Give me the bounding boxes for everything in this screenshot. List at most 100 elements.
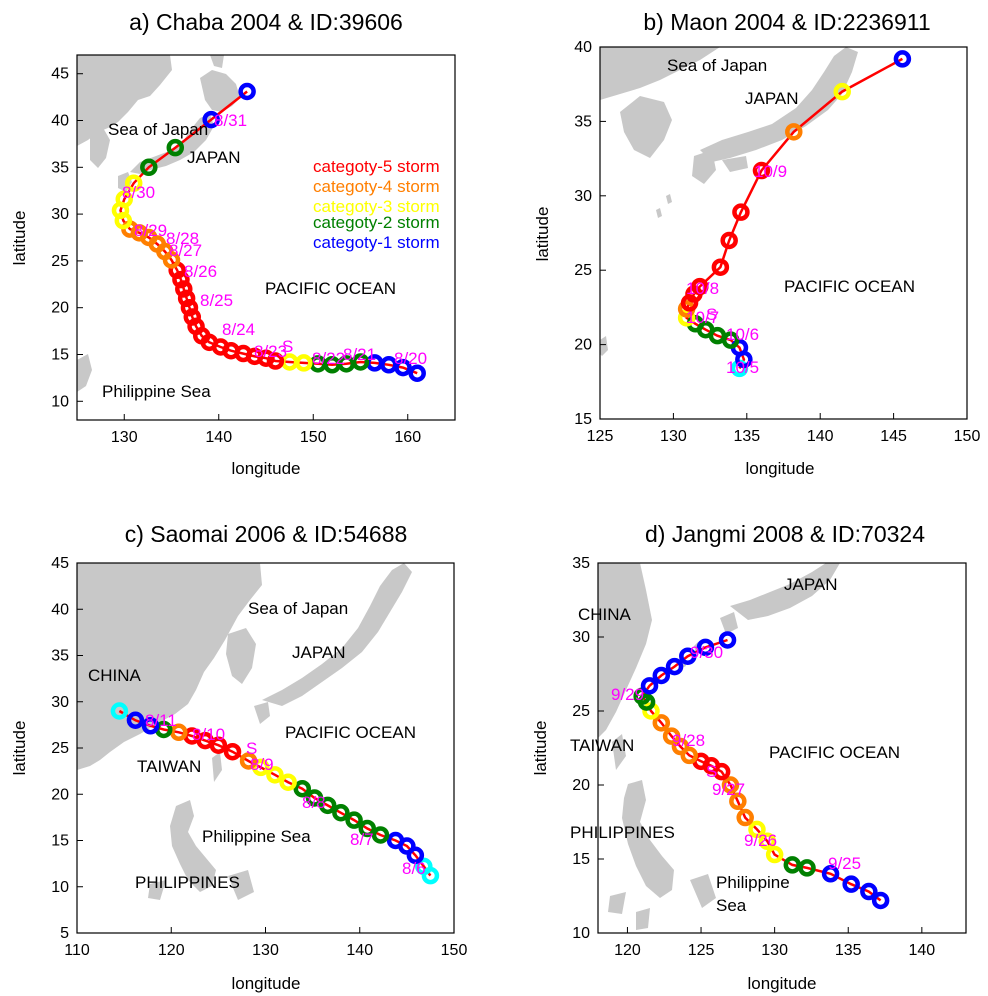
track-point [785, 123, 803, 141]
label-philippines-d: PHILIPPINES [570, 823, 675, 842]
panel-b-axes-frame [599, 46, 968, 420]
panel-d-axes-frame [597, 562, 967, 934]
y-tick-label: 40 [51, 601, 69, 618]
date-label: 8/20 [394, 349, 427, 368]
panel-d: d) Jangmi 2008 & ID:70324 120 125 130 135 14… [531, 521, 967, 993]
land-asia-mainland [77, 55, 172, 146]
track-point [305, 789, 324, 807]
panel-c-track [110, 702, 440, 885]
date-label: 9/27 [712, 780, 745, 799]
panel-a: a) Chaba 2004 & ID:39606 130 140 150 160101… [10, 9, 456, 478]
date-label: 9/28 [672, 731, 705, 750]
track-point [266, 352, 285, 370]
y-tick-label: 35 [51, 159, 69, 176]
x-tick-label: 140 [205, 429, 232, 446]
land-shikoku-b [722, 156, 748, 172]
y-tick-label: 30 [51, 694, 69, 711]
y-tick-label: 15 [51, 833, 69, 850]
date-label: 10/8 [686, 279, 719, 298]
track-point [696, 638, 715, 657]
track-point [680, 746, 699, 765]
label-pacific-ocean-b: PACIFIC OCEAN [784, 277, 915, 296]
date-label: 8/23 [254, 342, 287, 361]
land-kyushu-c [254, 702, 270, 724]
y-tick-label: 25 [574, 262, 592, 279]
panel-b-xlabel: longitude [745, 459, 814, 478]
y-tick-label: 10 [572, 925, 590, 942]
x-tick-label: 140 [807, 428, 834, 445]
legend-item-cat5: categoty-5 storm [313, 157, 440, 176]
track-point [386, 831, 405, 850]
track-point [124, 174, 143, 192]
y-tick-label: 5 [60, 925, 69, 942]
panel-a-axes-frame [76, 54, 456, 421]
y-tick-label: 25 [51, 740, 69, 757]
date-label: 8/25 [200, 291, 233, 310]
date-label: 8/30 [122, 183, 155, 202]
land-philippines-c [148, 800, 254, 900]
track-point [893, 50, 912, 68]
track-point [415, 857, 433, 876]
label-china-c: CHINA [88, 666, 142, 685]
track-point [652, 666, 671, 685]
panel-b-title: b) Maon 2004 & ID:2236911 [643, 9, 930, 35]
panel-b-land [600, 47, 858, 356]
label-japan-b: JAPAN [745, 89, 799, 108]
panel-a-xlabel: longitude [231, 459, 300, 478]
panel-d-land [598, 563, 840, 930]
track-point [721, 776, 740, 794]
date-label: 10/9 [754, 162, 787, 181]
land-asia-mainland-d [598, 563, 652, 738]
panel-a-track [111, 82, 426, 382]
panel-c-title: c) Saomai 2006 & ID:54688 [125, 521, 408, 547]
x-tick-label: 130 [660, 428, 687, 445]
date-label: 8/26 [184, 262, 217, 281]
track-point [691, 277, 709, 296]
x-tick-label: 150 [954, 428, 981, 445]
track-point [783, 856, 802, 874]
x-tick-label: 135 [835, 942, 862, 959]
panel-c-ticks: 110 120 130 140 150 5 10 15 20 25 30 35 40 45 [51, 555, 467, 959]
label-sea-of-japan-c: Sea of Japan [248, 599, 348, 618]
x-tick-label: 110 [64, 942, 90, 959]
track-point [223, 742, 242, 761]
track-point [126, 711, 145, 729]
panel-d-ylabel: latitude [531, 721, 550, 776]
x-tick-label: 125 [587, 428, 614, 445]
track-point [842, 875, 860, 893]
track-point [318, 796, 337, 815]
track-point [141, 717, 160, 735]
track-point [729, 792, 747, 811]
x-tick-label: 135 [733, 428, 760, 445]
land-hokkaido [200, 70, 240, 112]
panel-b-ticks: 125 130 135 140 145 150 15 20 25 30 35 40 [574, 39, 980, 445]
land-korea-c [226, 628, 256, 684]
track-point [765, 845, 784, 864]
date-label: 8/6 [402, 859, 426, 878]
x-tick-label: 125 [688, 942, 715, 959]
y-tick-label: 15 [574, 411, 592, 428]
track-point [833, 82, 851, 101]
date-label: 10/5 [726, 358, 759, 377]
date-label: 8/7 [350, 830, 374, 849]
label-philippines-c: PHILIPPINES [135, 873, 240, 892]
land-japan-c [262, 563, 412, 706]
label-pacific-ocean-d: PACIFIC OCEAN [769, 743, 900, 762]
panel-d-track [633, 631, 890, 910]
x-tick-label: 145 [880, 428, 907, 445]
y-tick-label: 10 [51, 879, 69, 896]
track-point [408, 364, 426, 382]
land-taiwan-b [600, 336, 608, 356]
panel-c-xlabel: longitude [231, 974, 300, 993]
x-tick-label: 130 [761, 942, 788, 959]
track-point [752, 161, 771, 180]
y-tick-label: 30 [574, 188, 592, 205]
label-taiwan-d: TAIWAN [570, 736, 634, 755]
date-label: 8/29 [134, 221, 167, 240]
land-philippines-d [608, 780, 716, 930]
date-label: 8/9 [250, 755, 274, 774]
x-tick-label: 140 [346, 942, 373, 959]
panel-d-title: d) Jangmi 2008 & ID:70324 [645, 521, 925, 547]
label-pacific-ocean-a: PACIFIC OCEAN [265, 279, 396, 298]
y-tick-label: 20 [51, 786, 69, 803]
